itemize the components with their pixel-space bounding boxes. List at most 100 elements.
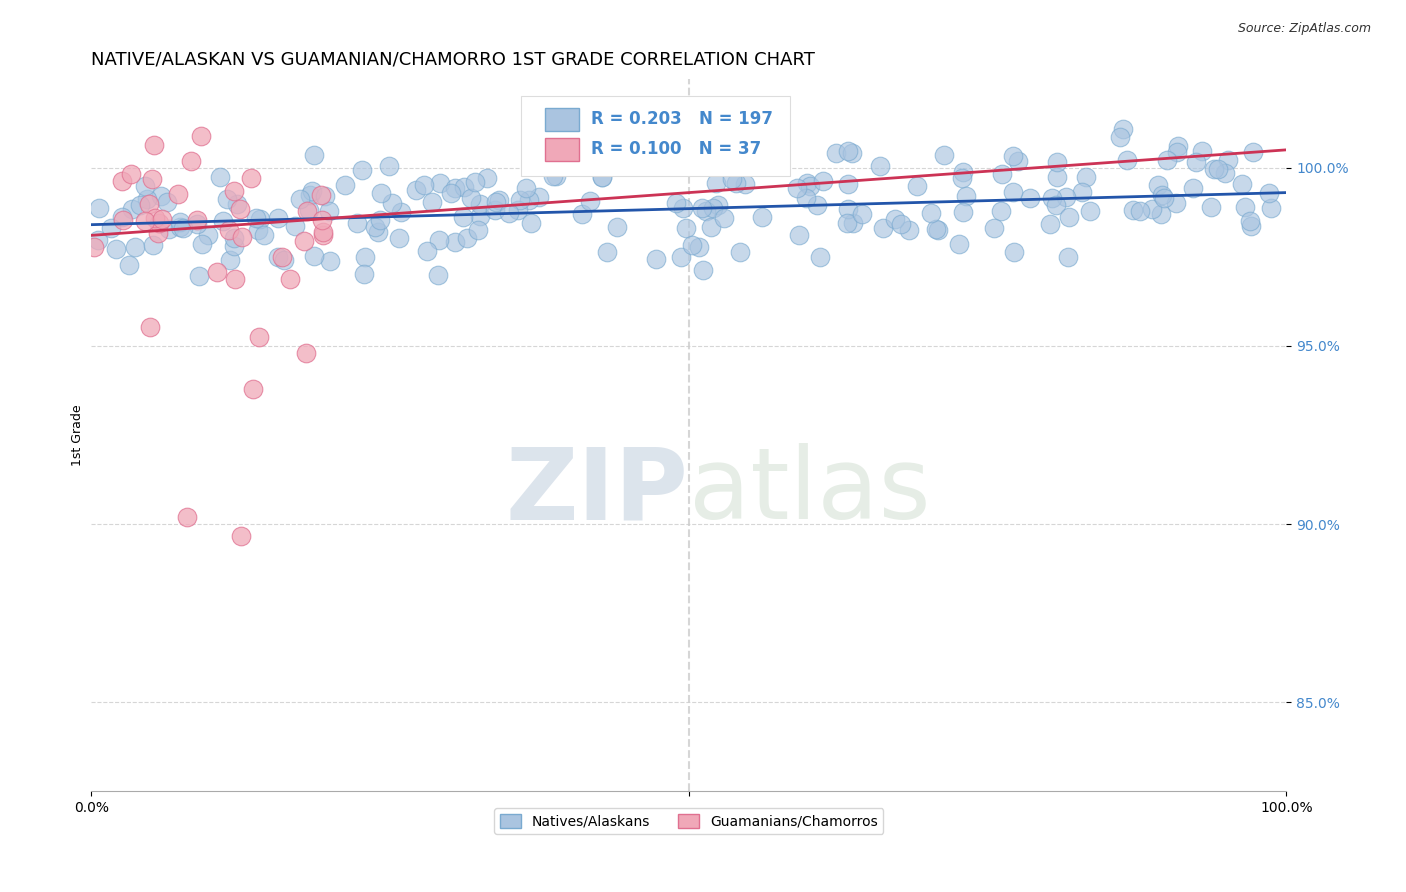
Point [842,216,865,230]
Point [312,228,335,243]
Point [118,258,141,272]
Point [690,201,713,215]
Point [751,211,773,225]
Point [707,198,730,212]
Point [955,188,977,202]
Point [1140,202,1163,217]
Point [571,207,593,221]
Point [675,221,697,235]
Point [591,169,613,184]
Point [1216,153,1239,167]
Point [134,214,156,228]
Point [143,211,166,226]
Point [172,221,194,235]
Point [381,195,404,210]
Point [205,265,228,279]
Point [149,189,172,203]
Point [197,227,219,242]
Point [921,206,943,220]
Point [543,169,565,183]
Point [837,144,859,158]
Point [209,170,232,185]
Point [1150,206,1173,220]
Point [596,244,619,259]
Point [148,216,170,230]
Point [271,250,294,264]
Point [794,191,817,205]
Point [1076,169,1098,184]
Text: atlas: atlas [689,443,931,541]
Point [898,223,921,237]
Point [378,159,401,173]
Point [444,235,467,249]
Point [295,346,318,360]
Point [368,212,391,227]
Point [467,223,489,237]
Point [851,207,873,221]
Point [142,137,165,152]
Point [681,238,703,252]
Point [688,239,710,253]
Point [180,153,202,168]
Point [704,176,727,190]
Point [700,220,723,235]
Point [1057,250,1080,264]
Point [364,219,387,234]
Text: NATIVE/ALASKAN VS GUAMANIAN/CHAMORRO 1ST GRADE CORRELATION CHART: NATIVE/ALASKAN VS GUAMANIAN/CHAMORRO 1ST… [91,51,815,69]
Point [606,220,628,235]
Point [983,220,1005,235]
Point [249,211,271,226]
Point [626,127,648,141]
Point [1258,186,1281,200]
Point [278,272,301,286]
Point [837,202,859,217]
Point [229,202,252,216]
Point [672,201,695,215]
Point [1166,145,1188,159]
Point [591,169,613,184]
Text: R = 0.100   N = 37: R = 0.100 N = 37 [591,140,761,158]
Point [1156,153,1178,167]
Point [990,203,1012,218]
Point [1191,144,1213,158]
Point [224,272,246,286]
Point [1057,210,1080,224]
Point [444,180,467,194]
Point [186,218,208,232]
Point [517,193,540,207]
Point [124,240,146,254]
Point [890,217,912,231]
Point [515,181,537,195]
Point [1167,138,1189,153]
Point [139,319,162,334]
Point [1164,195,1187,210]
Point [319,254,342,268]
Point [1147,178,1170,192]
Point [416,244,439,258]
Point [440,186,463,200]
FancyBboxPatch shape [522,96,790,177]
Point [527,190,550,204]
Point [872,220,894,235]
Point [215,192,238,206]
Point [299,187,322,202]
Point [211,213,233,227]
Point [468,197,491,211]
Point [141,172,163,186]
Point [309,187,332,202]
Point [1239,214,1261,228]
Point [169,219,191,234]
Point [579,194,602,208]
Point [112,213,135,227]
Point [1260,202,1282,216]
Point [451,210,474,224]
Point [952,165,974,179]
Text: ZIP: ZIP [506,443,689,541]
Point [429,177,451,191]
Point [111,174,134,188]
Point [1215,166,1237,180]
Point [1199,200,1222,214]
Point [1122,203,1144,218]
Point [950,170,973,185]
Point [837,177,859,191]
